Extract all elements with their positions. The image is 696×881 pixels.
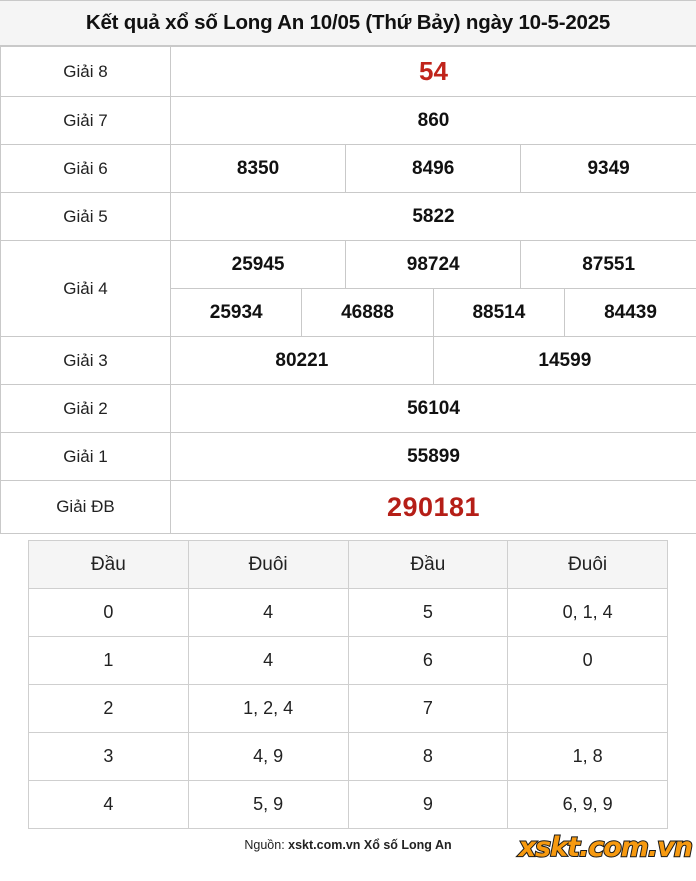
table-row-prize-4a: Giải 4 25945 98724 87551 (0, 240, 696, 337)
prize-value-8-0: 54 (170, 46, 696, 97)
summary-tail-right-1: 0 (507, 636, 668, 685)
summary-header-row: Đầu Đuôi Đầu Đuôi (28, 540, 668, 589)
summary-head-left-3: 3 (28, 732, 189, 781)
table-row: 3 4, 9 8 1, 8 (28, 732, 668, 781)
prize-value-5-0: 5822 (170, 192, 696, 241)
prize-value-4-1: 98724 (345, 240, 522, 289)
prize-label-db: Giải ĐB (0, 480, 171, 534)
summary-tail-right-4: 6, 9, 9 (507, 780, 668, 829)
summary-tail-right-3: 1, 8 (507, 732, 668, 781)
table-row-prize-3: Giải 3 80221 14599 (0, 336, 696, 385)
summary-head-right-4: 9 (347, 780, 509, 829)
prize-value-7-0: 860 (170, 96, 696, 145)
page-title-bar: Kết quả xổ số Long An 10/05 (Thứ Bảy) ng… (0, 0, 696, 46)
table-row-prize-5: Giải 5 5822 (0, 192, 696, 241)
prize-value-4-2: 87551 (520, 240, 696, 289)
summary-head-left-2: 2 (28, 684, 189, 733)
table-row: 2 1, 2, 4 7 (28, 684, 668, 733)
prize-value-4-5: 88514 (432, 288, 566, 337)
prize-value-6-0: 8350 (169, 144, 347, 193)
summary-tail-left-1: 4 (187, 636, 349, 685)
page-title: Kết quả xổ số Long An 10/05 (Thứ Bảy) ng… (85, 11, 611, 34)
prize-label-3: Giải 3 (0, 336, 171, 385)
summary-tail-left-0: 4 (187, 588, 349, 637)
summary-header-duoi-left: Đuôi (187, 540, 349, 589)
prize-value-1-0: 55899 (170, 432, 696, 481)
summary-tail-left-3: 4, 9 (187, 732, 349, 781)
table-row: 0 4 5 0, 1, 4 (28, 588, 668, 637)
prize-value-3-0: 80221 (170, 336, 434, 385)
lottery-results-table: Giải 8 54 Giải 7 860 Giải 6 8350 8496 93… (0, 46, 696, 534)
summary-header-duoi-right: Đuôi (507, 540, 668, 589)
source-site: xskt.com.vn Xổ số Long An (288, 838, 452, 852)
table-row: 4 5, 9 9 6, 9, 9 (28, 780, 668, 829)
prize-value-4-6: 84439 (564, 288, 696, 337)
summary-head-left-1: 1 (28, 636, 189, 685)
prize-value-db-0: 290181 (170, 480, 696, 534)
site-watermark: xskt.com.vn (518, 831, 694, 864)
summary-tail-left-2: 1, 2, 4 (187, 684, 349, 733)
table-row-prize-8: Giải 8 54 (0, 46, 696, 97)
summary-tail-right-0: 0, 1, 4 (507, 588, 668, 637)
table-row-prize-7: Giải 7 860 (0, 96, 696, 145)
table-row-prize-2: Giải 2 56104 (0, 384, 696, 433)
summary-head-left-0: 0 (28, 588, 189, 637)
table-row-prize-1: Giải 1 55899 (0, 432, 696, 481)
prize-label-4: Giải 4 (0, 240, 171, 337)
summary-head-right-1: 6 (347, 636, 509, 685)
prize-value-6-2: 9349 (520, 144, 696, 193)
prize-label-8: Giải 8 (0, 46, 171, 97)
summary-head-right-3: 8 (347, 732, 509, 781)
summary-head-left-4: 4 (28, 780, 189, 829)
prize-label-6: Giải 6 (0, 144, 171, 193)
prize-value-3-1: 14599 (432, 336, 696, 385)
table-row: 1 4 6 0 (28, 636, 668, 685)
prize-value-2-0: 56104 (170, 384, 696, 433)
prize-label-7: Giải 7 (0, 96, 171, 145)
prize-value-4-4: 46888 (301, 288, 434, 337)
source-note: Nguồn: xskt.com.vn Xổ số Long An (0, 838, 696, 852)
source-label: Nguồn: (244, 838, 289, 852)
prize-value-6-1: 8496 (345, 144, 522, 193)
summary-tail-right-2 (507, 684, 668, 733)
prize-value-4-0: 25945 (169, 240, 347, 289)
head-tail-summary-table: Đầu Đuôi Đầu Đuôi 0 4 5 0, 1, 4 1 4 6 0 (28, 540, 668, 829)
footer: Nguồn: xskt.com.vn Xổ số Long An xskt.co… (0, 831, 696, 865)
prize-label-5: Giải 5 (0, 192, 171, 241)
prize-label-1: Giải 1 (0, 432, 171, 481)
table-row-prize-4b: 25934 46888 88514 84439 (1, 288, 696, 337)
head-tail-summary-wrap: Đầu Đuôi Đầu Đuôi 0 4 5 0, 1, 4 1 4 6 0 (0, 534, 696, 829)
table-row-prize-6: Giải 6 8350 8496 9349 (0, 144, 696, 193)
prize-value-4-3: 25934 (169, 288, 303, 337)
table-row-prize-db: Giải ĐB 290181 (0, 480, 696, 534)
summary-head-right-2: 7 (347, 684, 509, 733)
summary-header-dau-left: Đầu (28, 540, 189, 589)
summary-head-right-0: 5 (347, 588, 509, 637)
summary-tail-left-4: 5, 9 (187, 780, 349, 829)
summary-header-dau-right: Đầu (347, 540, 509, 589)
prize-label-2: Giải 2 (0, 384, 171, 433)
